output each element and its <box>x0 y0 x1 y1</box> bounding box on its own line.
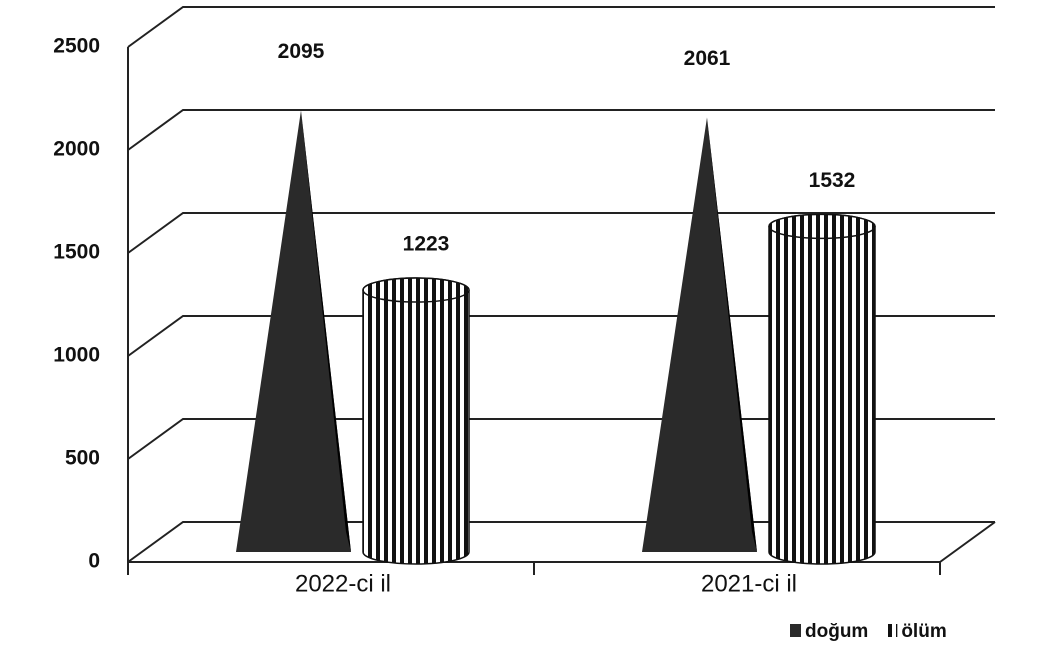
cone <box>642 117 757 553</box>
grid-line <box>127 109 995 151</box>
y-tick-label: 2500 <box>53 35 100 58</box>
y-tick-label: 2000 <box>53 138 100 161</box>
legend-label: doğum <box>805 621 868 642</box>
cylinder <box>768 213 876 565</box>
value-label: 1532 <box>809 169 856 192</box>
grid-line <box>127 212 995 254</box>
cone <box>236 110 351 553</box>
legend-marker <box>886 624 898 637</box>
y-tick-label: 500 <box>65 447 100 470</box>
cylinder-top <box>768 213 876 240</box>
legend-label: ölüm <box>901 621 946 642</box>
y-tick-label: 1500 <box>53 241 100 264</box>
grid-line <box>127 6 995 48</box>
cone-shade <box>707 117 757 553</box>
legend-marker <box>790 624 801 637</box>
x-tick-label: 2021-ci il <box>701 570 797 597</box>
value-label: 2095 <box>278 40 325 63</box>
cone-shade <box>301 110 351 553</box>
x-tick-label: 2022-ci il <box>295 570 391 597</box>
cylinder-top <box>362 277 470 303</box>
y-tick-label: 1000 <box>53 344 100 367</box>
value-label: 2061 <box>684 47 731 70</box>
cylinder <box>362 277 470 565</box>
floor-edge <box>939 521 996 563</box>
y-tick-label: 0 <box>88 550 100 573</box>
value-label: 1223 <box>403 233 450 256</box>
